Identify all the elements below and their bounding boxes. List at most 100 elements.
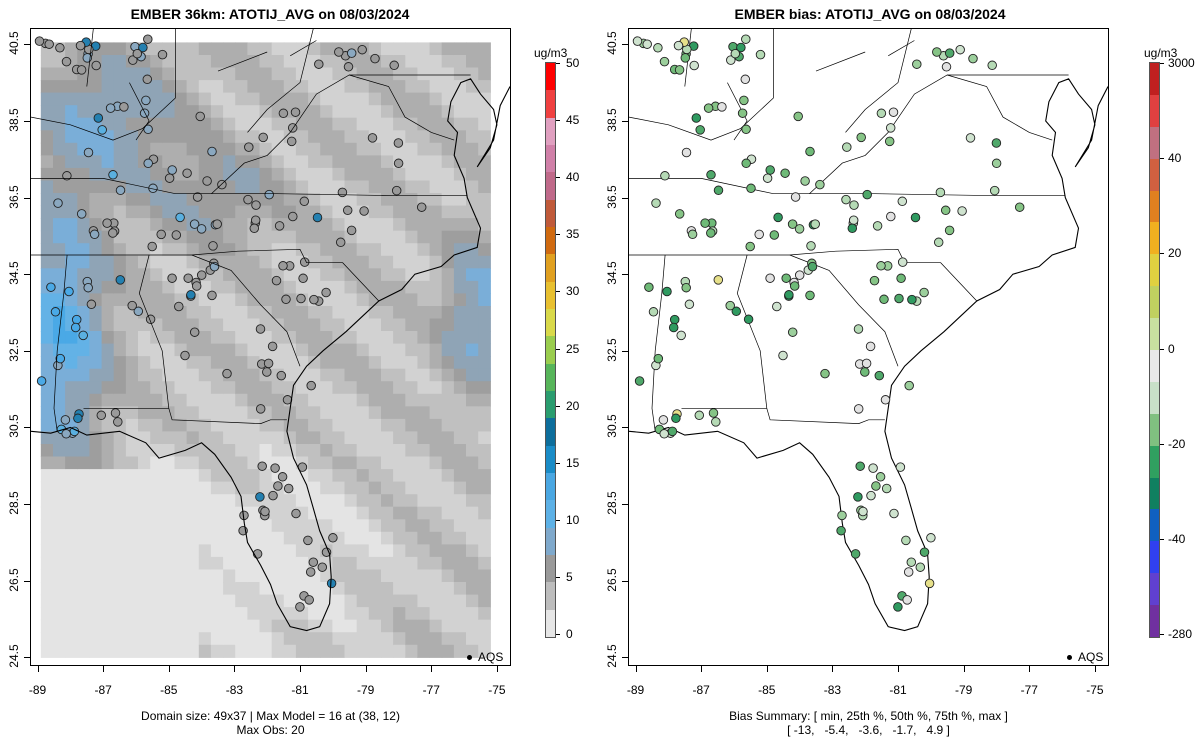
model-grid-cell	[271, 331, 285, 345]
model-grid-cell	[478, 531, 491, 545]
aqs-bias-marker	[755, 49, 766, 60]
model-grid-cell	[174, 67, 188, 81]
model-grid-cell	[405, 331, 418, 345]
model-grid-cell	[223, 531, 236, 545]
model-grid-cell	[368, 343, 382, 357]
model-grid-cell	[125, 67, 139, 81]
model-grid-cell	[101, 469, 115, 483]
model-grid-cell	[417, 519, 431, 533]
aqs-station-marker	[337, 187, 348, 198]
model-grid-cell	[320, 205, 333, 219]
model-grid-cell	[65, 193, 78, 207]
model-grid-cell	[89, 280, 103, 294]
model-grid-cell	[308, 644, 321, 658]
model-grid-cell	[223, 619, 236, 633]
model-grid-cell	[393, 519, 406, 533]
model-grid-cell	[417, 218, 431, 232]
colorbar-label: 0	[1168, 341, 1175, 356]
y-tick-mark	[24, 580, 30, 582]
model-grid-cell	[162, 494, 175, 508]
colorbar-tick	[556, 519, 560, 521]
model-grid-cell	[417, 42, 431, 56]
aqs-station-marker	[97, 125, 107, 135]
model-grid-cell	[332, 431, 346, 445]
aqs-bias-marker	[932, 47, 942, 57]
model-grid-cell	[320, 481, 333, 495]
model-grid-cell	[53, 393, 66, 407]
aqs-bias-marker	[765, 273, 775, 283]
model-grid-cell	[381, 105, 394, 119]
model-grid-cell	[247, 519, 261, 533]
model-grid-cell	[101, 381, 115, 395]
aqs-station-marker	[359, 206, 369, 216]
aqs-station-marker	[267, 341, 278, 352]
model-grid-cell	[162, 381, 175, 395]
colorbar-tick	[556, 291, 560, 293]
model-grid-cell	[186, 456, 200, 470]
x-tick-mark	[365, 666, 367, 672]
model-grid-cell	[417, 494, 431, 508]
aqs-bias-marker	[902, 595, 912, 605]
model-grid-cell	[65, 594, 78, 608]
model-grid-cell	[381, 42, 394, 56]
model-grid-cell	[186, 481, 200, 495]
model-grid-cell	[356, 381, 370, 395]
aqs-station-marker	[268, 490, 278, 501]
model-grid-cell	[308, 444, 321, 458]
model-grid-cell	[405, 255, 418, 269]
model-grid-cell	[368, 494, 382, 508]
colorbar-label: 45	[566, 113, 580, 128]
model-grid-cell	[65, 644, 78, 658]
model-grid-cell	[40, 494, 54, 508]
aqs-bias-marker	[787, 327, 798, 337]
model-grid-cell	[65, 544, 78, 558]
model-grid-cell	[198, 155, 212, 169]
model-grid-cell	[332, 205, 346, 219]
model-grid-cell	[125, 644, 139, 658]
model-grid-cell	[65, 155, 78, 169]
model-grid-cell	[223, 519, 236, 533]
model-grid-cell	[453, 644, 467, 658]
aqs-station-marker	[276, 370, 287, 381]
y-tick-label: 40.5	[7, 31, 21, 55]
model-grid-cell	[295, 444, 309, 458]
model-grid-cell	[405, 80, 418, 94]
model-grid-cell	[295, 55, 309, 69]
aqs-station-marker	[393, 158, 404, 169]
model-grid-cell	[320, 356, 333, 370]
aqs-bias-marker	[632, 36, 643, 46]
model-grid-cell	[210, 280, 224, 294]
aqs-station-marker	[367, 133, 378, 143]
model-grid-cell	[466, 431, 479, 445]
model-grid-cell	[283, 306, 297, 320]
model-grid-cell	[344, 318, 358, 332]
model-grid-cell	[466, 268, 479, 282]
aqs-bias-marker	[805, 290, 815, 301]
model-grid-cell	[113, 80, 127, 94]
model-grid-cell	[186, 569, 200, 583]
colorbar-label: 30	[566, 284, 580, 299]
model-grid-cell	[89, 331, 103, 345]
model-grid-cell	[186, 619, 200, 633]
aqs-bias-marker	[912, 59, 922, 69]
model-grid-cell	[150, 444, 163, 458]
model-grid-cell	[453, 306, 467, 320]
model-grid-cell	[150, 494, 163, 508]
model-grid-cell	[453, 293, 467, 307]
right-footer-line1: Bias Summary: [ min, 25th %, 50th %, 75t…	[729, 709, 1008, 723]
aqs-bias-marker	[874, 370, 885, 381]
model-grid-cell	[344, 619, 358, 633]
model-grid-cell	[308, 280, 321, 294]
model-grid-cell	[186, 494, 200, 508]
model-grid-cell	[344, 80, 358, 94]
model-grid-cell	[65, 105, 78, 119]
model-grid-cell	[138, 469, 151, 483]
state-boundary	[845, 29, 912, 133]
model-grid-cell	[381, 356, 394, 370]
model-grid-cell	[393, 594, 406, 608]
state-boundary	[727, 82, 748, 141]
model-grid-cell	[393, 644, 406, 658]
model-grid-cell	[405, 406, 418, 420]
model-grid-cell	[150, 519, 163, 533]
model-grid-cell	[466, 67, 479, 81]
